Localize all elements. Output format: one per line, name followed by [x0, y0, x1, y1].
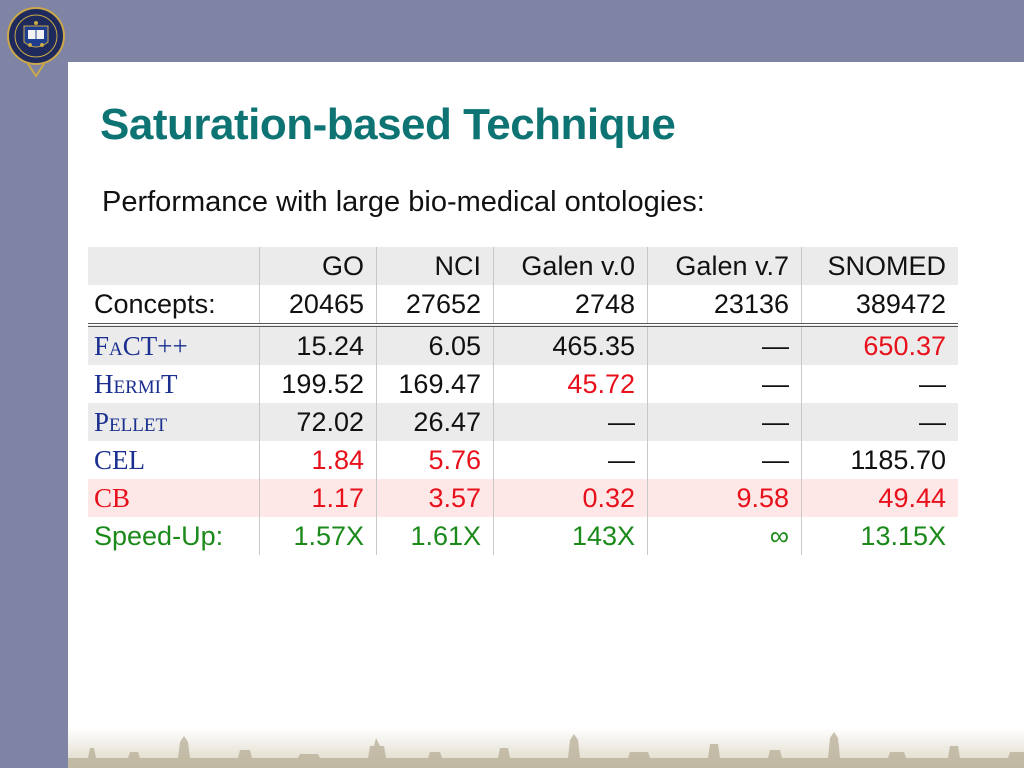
table-cell: 6.05	[376, 325, 494, 365]
table-cell: —	[647, 325, 802, 365]
system-name-factpp: FaCT++	[88, 325, 260, 365]
table-cell: 26.47	[376, 403, 494, 441]
top-band	[0, 0, 1024, 62]
speedup-row: Speed-Up: 1.57X 1.61X 143X ∞ 13.15X	[88, 517, 958, 555]
table-cell: 15.24	[259, 325, 377, 365]
table-cell: 199.52	[259, 365, 377, 403]
table-row: HermiT 199.52 169.47 45.72 — —	[88, 365, 958, 403]
table-cell: 2748	[493, 285, 648, 327]
table-header-row: GO NCI Galen v.0 Galen v.7 SNOMED	[88, 247, 958, 285]
table-cell: —	[647, 403, 802, 441]
table-cell: 13.15X	[801, 517, 958, 555]
table-cell: 9.58	[647, 479, 802, 517]
table-cell: 5.76	[376, 441, 494, 479]
table-cell: 3.57	[376, 479, 494, 517]
table-cell: 23136	[647, 285, 802, 327]
header-corner	[88, 247, 260, 285]
table-cell: 0.32	[493, 479, 648, 517]
table-row: Pellet 72.02 26.47 — — —	[88, 403, 958, 441]
system-name-hermit: HermiT	[88, 365, 260, 403]
slide-subtitle: Performance with large bio-medical ontol…	[102, 186, 705, 218]
performance-table: GO NCI Galen v.0 Galen v.7 SNOMED Concep…	[88, 247, 958, 555]
table-row: CB 1.17 3.57 0.32 9.58 49.44	[88, 479, 958, 517]
table-cell: 650.37	[801, 325, 958, 365]
header-snomed: SNOMED	[801, 247, 958, 285]
university-crest-logo	[7, 7, 65, 78]
concepts-label: Concepts:	[88, 285, 260, 327]
system-name-pellet: Pellet	[88, 403, 260, 441]
table-cell: —	[647, 441, 802, 479]
city-skyline-decoration	[68, 728, 1024, 768]
table-row: CEL 1.84 5.76 — — 1185.70	[88, 441, 958, 479]
table-cell: 27652	[376, 285, 494, 327]
header-galen-v0: Galen v.0	[493, 247, 648, 285]
left-band	[0, 0, 68, 768]
table-cell: ∞	[647, 517, 802, 555]
table-cell: 143X	[493, 517, 648, 555]
table-cell: 1.17	[259, 479, 377, 517]
concepts-row: Concepts: 20465 27652 2748 23136 389472	[88, 285, 958, 327]
table-cell: 45.72	[493, 365, 648, 403]
table-cell: 1185.70	[801, 441, 958, 479]
table-cell: 72.02	[259, 403, 377, 441]
table-cell: —	[801, 403, 958, 441]
header-go: GO	[259, 247, 377, 285]
system-name-cel: CEL	[88, 441, 260, 479]
slide-title: Saturation-based Technique	[100, 100, 676, 149]
table-cell: 465.35	[493, 325, 648, 365]
table-cell: 49.44	[801, 479, 958, 517]
header-galen-v7: Galen v.7	[647, 247, 802, 285]
table-cell: 1.61X	[376, 517, 494, 555]
table-cell: —	[493, 441, 648, 479]
header-nci: NCI	[376, 247, 494, 285]
table-cell: 20465	[259, 285, 377, 327]
table-cell: —	[801, 365, 958, 403]
table-cell: 1.57X	[259, 517, 377, 555]
table-cell: 169.47	[376, 365, 494, 403]
table-cell: —	[647, 365, 802, 403]
table-cell: 1.84	[259, 441, 377, 479]
table-cell: —	[493, 403, 648, 441]
speedup-label: Speed-Up:	[88, 517, 260, 555]
system-name-cb: CB	[88, 479, 260, 517]
table-row: FaCT++ 15.24 6.05 465.35 — 650.37	[88, 325, 958, 365]
slide-content: Saturation-based Technique Performance w…	[68, 62, 1024, 768]
table-cell: 389472	[801, 285, 958, 327]
